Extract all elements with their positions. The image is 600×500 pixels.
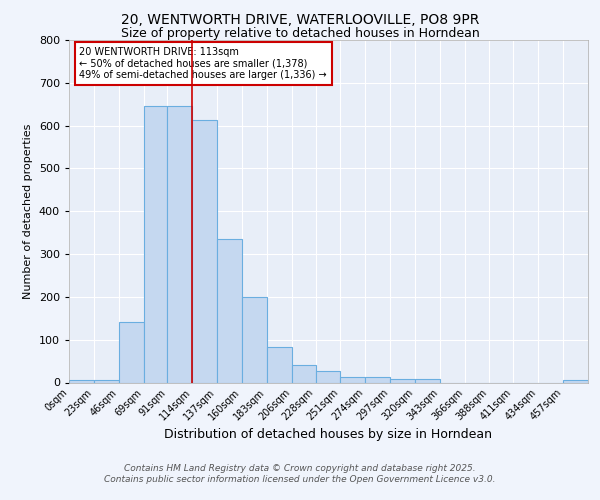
Text: Contains HM Land Registry data © Crown copyright and database right 2025.: Contains HM Land Registry data © Crown c… (124, 464, 476, 473)
Y-axis label: Number of detached properties: Number of detached properties (23, 124, 33, 299)
Bar (69, 380, 94, 382)
Bar (119, 322, 143, 382)
Bar (217, 239, 242, 382)
Text: Size of property relative to detached houses in Horndean: Size of property relative to detached ho… (121, 28, 479, 40)
Text: 20 WENTWORTH DRIVE: 113sqm
← 50% of detached houses are smaller (1,378)
49% of s: 20 WENTWORTH DRIVE: 113sqm ← 50% of deta… (79, 47, 327, 80)
Bar (316, 372, 340, 382)
X-axis label: Distribution of detached houses by size in Horndean: Distribution of detached houses by size … (164, 428, 493, 441)
Bar (292, 366, 316, 382)
Text: 20, WENTWORTH DRIVE, WATERLOOVILLE, PO8 9PR: 20, WENTWORTH DRIVE, WATERLOOVILLE, PO8 … (121, 12, 479, 26)
Bar (390, 378, 415, 382)
Bar (365, 378, 390, 382)
Bar (415, 379, 440, 382)
Bar (340, 378, 365, 382)
Text: Contains public sector information licensed under the Open Government Licence v3: Contains public sector information licen… (104, 475, 496, 484)
Bar (242, 297, 267, 382)
Bar (192, 120, 217, 382)
Bar (94, 380, 119, 382)
Bar (563, 380, 588, 382)
Bar (167, 106, 192, 382)
Bar (267, 347, 292, 382)
Bar (143, 106, 167, 382)
